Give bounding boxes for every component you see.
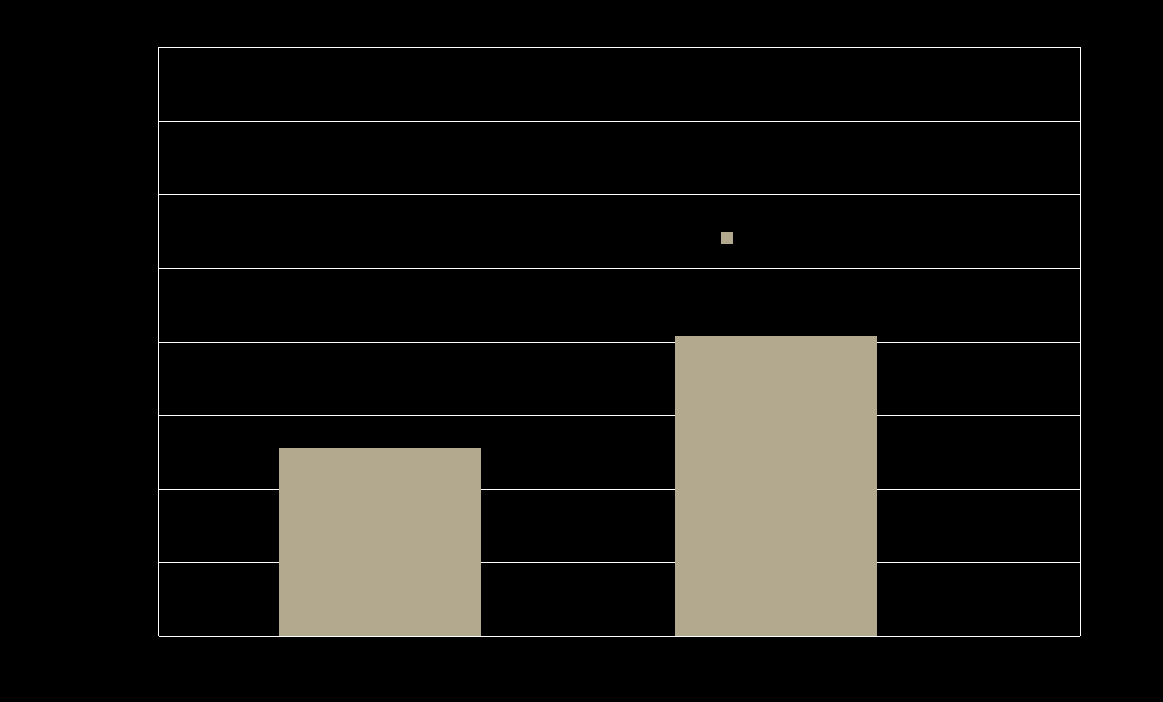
gridline-5 xyxy=(159,415,1080,416)
plot-area xyxy=(158,47,1081,636)
bar-1 xyxy=(675,336,878,636)
gridline-1 xyxy=(159,121,1080,122)
gridline-4 xyxy=(159,342,1080,343)
gridline-0 xyxy=(159,47,1080,48)
bar-0 xyxy=(279,448,482,636)
baseline xyxy=(159,636,1080,637)
chart-container xyxy=(158,47,1081,636)
legend-marker xyxy=(721,232,733,244)
gridline-3 xyxy=(159,268,1080,269)
gridline-2 xyxy=(159,194,1080,195)
